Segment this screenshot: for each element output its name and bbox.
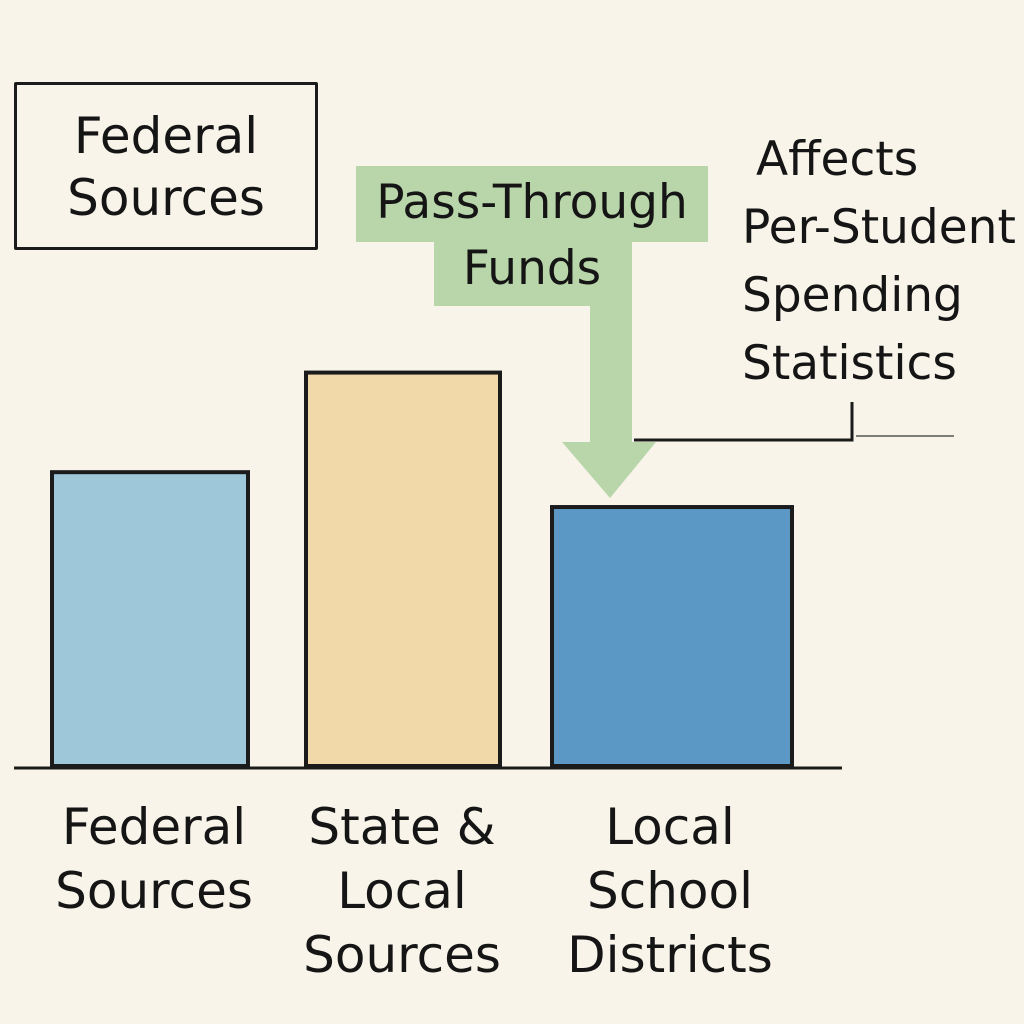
category-label-line: State & [308, 798, 496, 856]
note-line-3: Spending [742, 268, 963, 323]
pass-through-callout: Pass-Through Funds [356, 170, 708, 302]
category-label-line: Districts [567, 926, 773, 984]
box-label-line-1: Federal [73, 107, 259, 165]
per-student-note: Affects Per-Student Spending Statistics [742, 126, 1024, 398]
callout-line-2: Funds [462, 241, 602, 296]
callout-line-1: Pass-Through [376, 175, 688, 230]
category-label-state-local: State & Local Sources [272, 795, 532, 987]
note-line-4: Statistics [742, 336, 957, 391]
box-label-line-2: Sources [67, 169, 265, 227]
bar-state-local-sources [304, 370, 502, 768]
category-label-federal: Federal Sources [24, 795, 284, 923]
category-label-line: School [587, 862, 753, 920]
category-label-line: Federal [61, 798, 247, 856]
pass-through-arrow [356, 166, 708, 498]
category-label-line: Local [605, 798, 735, 856]
federal-sources-label-box: Federal Sources [14, 82, 318, 250]
category-label-line: Sources [55, 862, 253, 920]
bar-local-school-districts [550, 505, 794, 768]
note-line-2: Per-Student [742, 200, 1016, 255]
category-label-local-districts: Local School Districts [540, 795, 800, 987]
category-label-line: Local [337, 862, 467, 920]
note-line-1: Affects [756, 132, 919, 187]
note-leader-line [634, 402, 854, 442]
category-label-line: Sources [303, 926, 501, 984]
bar-federal-sources [50, 470, 250, 768]
